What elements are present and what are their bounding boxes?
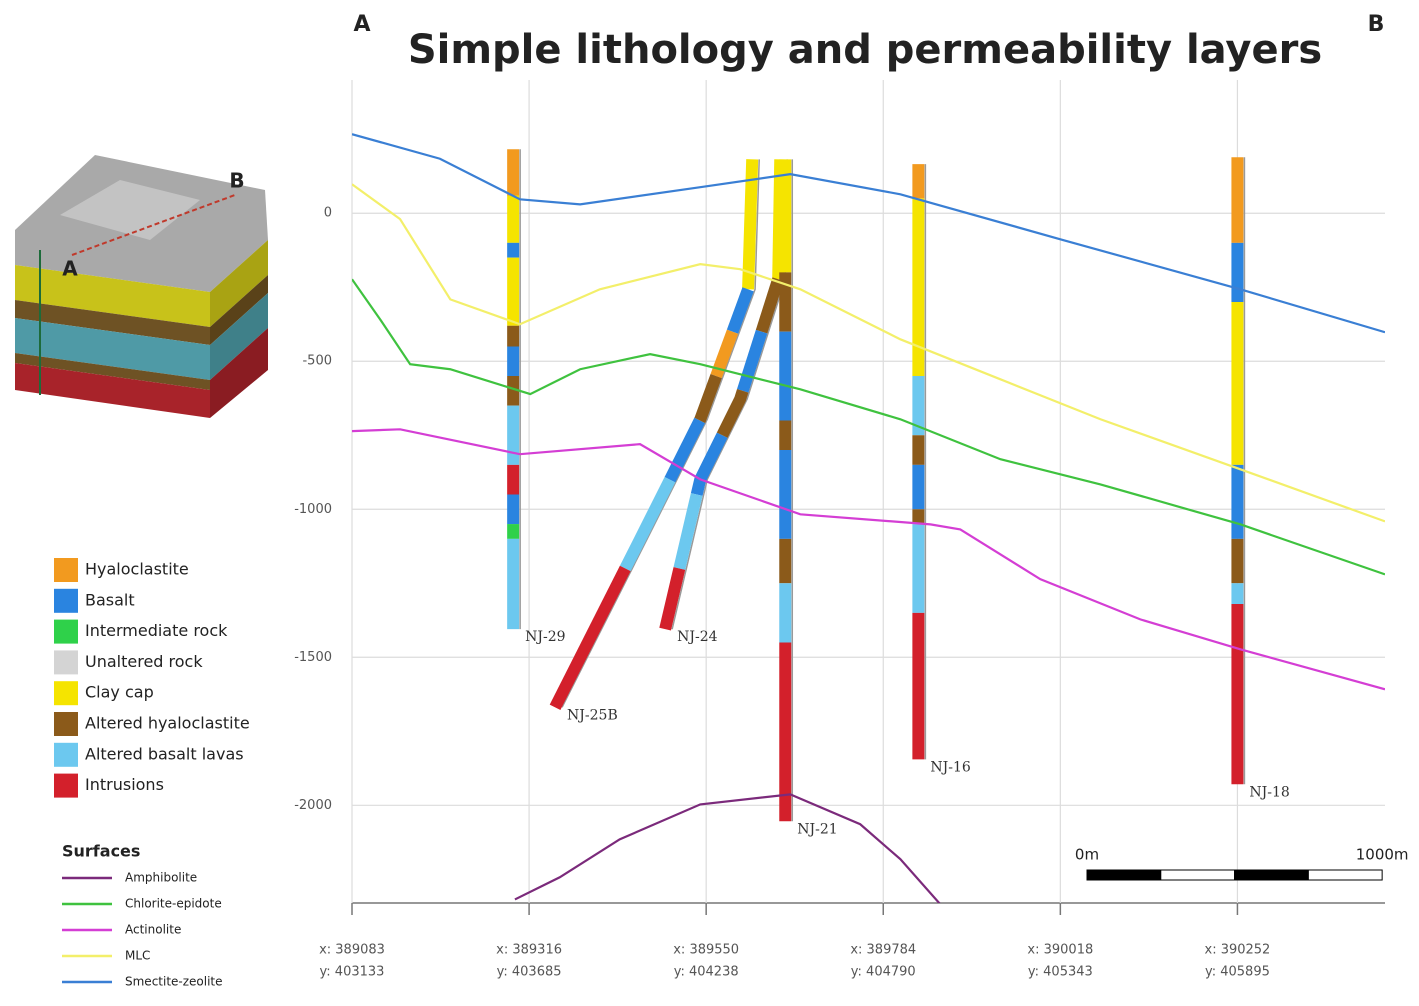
lithology-interval: [659, 567, 686, 631]
block-layer: [15, 353, 210, 390]
legend-swatch: [54, 773, 78, 798]
surface-line: [514, 793, 941, 903]
surface-line: [352, 183, 1385, 523]
lithology-interval: [694, 373, 722, 424]
well-label: NJ-29: [525, 629, 565, 645]
block-inset: A B: [15, 155, 268, 418]
block-layer: [15, 300, 210, 345]
legend-label: Intermediate rock: [85, 621, 228, 640]
x-tick-label: x: 389316: [496, 943, 562, 958]
y-tick-label: -1500: [294, 650, 332, 665]
legend-label: Smectite-zeolite: [125, 975, 223, 989]
well-label: NJ-21: [797, 821, 837, 837]
well-casing: [561, 159, 760, 708]
x-tick-label: y: 403685: [497, 965, 562, 980]
legend-label: Unaltered rock: [85, 652, 203, 671]
legend-swatch: [54, 742, 78, 767]
legend-label: Chlorite-epidote: [125, 897, 222, 911]
legend-label: Basalt: [85, 590, 135, 609]
x-tick-label: y: 405895: [1205, 965, 1270, 980]
lithology-interval: [755, 277, 784, 334]
block-relief: [60, 180, 200, 240]
legend-swatch: [54, 681, 78, 706]
inset-label: A: [62, 257, 78, 281]
legend-swatch: [54, 619, 78, 644]
scale-bar-segment: [1160, 869, 1236, 881]
legend-label: Hyaloclastite: [85, 560, 189, 579]
legend-swatch: [54, 558, 78, 582]
legend-label: Actinolite: [125, 923, 181, 937]
block-side: [210, 275, 268, 345]
y-tick-label: -500: [302, 354, 332, 369]
well-label: NJ-25B: [567, 707, 618, 723]
x-tick-label: y: 404238: [674, 965, 739, 980]
surface-line: [352, 278, 1385, 576]
well-label: NJ-24: [677, 629, 718, 645]
legend-swatch: [54, 588, 78, 613]
legend-swatch: [54, 712, 78, 736]
x-tick-label: y: 404790: [851, 965, 916, 980]
legend-swatch: [54, 650, 78, 675]
lithology-interval: [673, 493, 703, 570]
well-label: NJ-18: [1249, 784, 1289, 800]
block-side: [210, 328, 268, 418]
block-layer: [15, 265, 210, 327]
y-tick-label: -1000: [294, 502, 332, 517]
x-tick-label: x: 389550: [673, 943, 739, 958]
scale-bar-label: 1000m: [1356, 846, 1409, 864]
x-tick-label: x: 389784: [850, 943, 916, 958]
scale-bar-segment: [1086, 869, 1162, 881]
legend-label: Intrusions: [85, 775, 164, 794]
x-tick-label: y: 405343: [1028, 965, 1093, 980]
x-tick-label: x: 389083: [319, 943, 385, 958]
legend-label: Altered hyaloclastite: [85, 714, 250, 733]
legend-label: Amphibolite: [125, 871, 197, 885]
block-layer: [15, 318, 210, 380]
lithology-interval: [664, 417, 706, 483]
x-tick-label: x: 390018: [1027, 943, 1093, 958]
scale-bar-segment: [1307, 869, 1383, 881]
surface-line: [352, 428, 1385, 691]
surfaces-title: Surfaces: [62, 842, 140, 861]
lithology-interval: [726, 287, 754, 334]
lithology-interval: [619, 476, 676, 572]
scale-bar-label: 0m: [1075, 846, 1099, 864]
lithology-interval: [549, 565, 631, 711]
chart-title: Simple lithology and permeability layers: [408, 27, 1322, 73]
y-tick-label: -2000: [294, 798, 332, 813]
x-tick-label: x: 390252: [1205, 943, 1271, 958]
legend-label: Clay cap: [85, 683, 154, 702]
lithology-interval: [716, 389, 749, 438]
plot-area: [352, 133, 1385, 903]
surface-line: [352, 133, 1385, 334]
inset-label: B: [229, 169, 244, 193]
block-side: [210, 293, 268, 380]
section-trace: [71, 194, 236, 256]
lithology-interval: [737, 329, 768, 393]
x-tick-label: y: 403133: [320, 965, 385, 980]
legend-label: MLC: [125, 949, 150, 963]
section-end-label: B: [1368, 12, 1385, 37]
block-layer: [15, 363, 210, 418]
block-side: [210, 240, 268, 327]
well-label: NJ-16: [930, 759, 971, 775]
scale-bar-segment: [1234, 869, 1309, 881]
section-start-label: A: [353, 12, 370, 37]
legend-label: Altered basalt lavas: [85, 744, 244, 763]
lithology-interval: [742, 159, 759, 290]
y-tick-label: 0: [324, 206, 332, 221]
